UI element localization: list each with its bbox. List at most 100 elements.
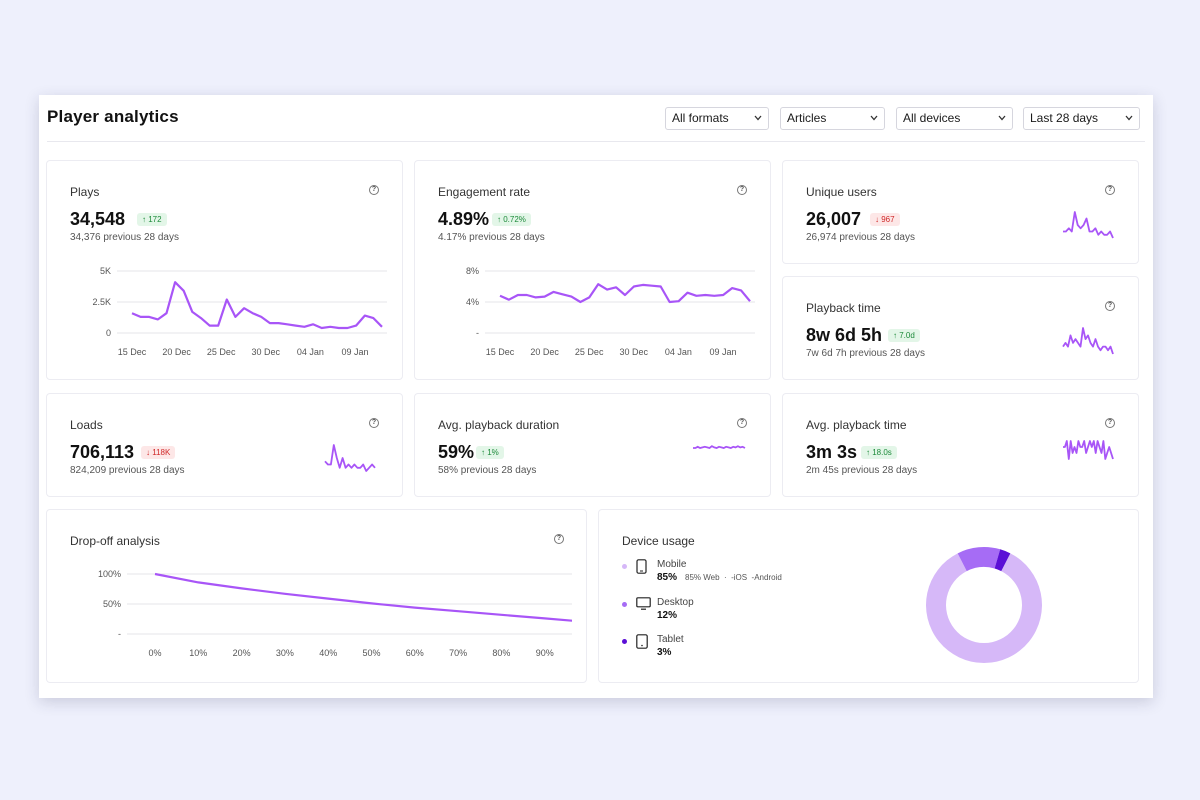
- device-name: Desktop: [657, 597, 694, 608]
- plays-value: 34,548: [70, 209, 126, 229]
- loads-card: Loads ? 706,113 ↓ 118K 824,209 previous …: [46, 393, 403, 497]
- y-tick-label: 4%: [466, 297, 479, 307]
- device-row-desktop: Desktop 12%: [622, 597, 742, 625]
- legend-dot: [622, 564, 627, 569]
- x-tick-label: 70%: [449, 648, 467, 658]
- x-tick-label: 80%: [492, 648, 510, 658]
- x-tick-label: 10%: [189, 648, 207, 658]
- device-name: Mobile: [657, 559, 687, 570]
- unique-users-sparkline: [1063, 211, 1114, 239]
- plays-card: Plays ? 34,548 ↑ 172 34,376 previous 28 …: [46, 160, 403, 380]
- help-icon[interactable]: ?: [369, 185, 379, 195]
- x-tick-label: 04 Jan: [665, 347, 692, 357]
- avg-duration-delta-badge: ↑ 1%: [476, 446, 504, 459]
- avg-time-delta-badge: ↑ 18.0s: [861, 446, 897, 459]
- device-filter-dropdown[interactable]: All devices: [896, 107, 1013, 130]
- date-range-value: Last 28 days: [1030, 111, 1099, 125]
- device-percent: 85%: [657, 572, 678, 583]
- x-tick-label: 15 Dec: [486, 347, 515, 357]
- x-tick-label: 30%: [276, 648, 294, 658]
- device-usage-card: Device usage Mobile 85% 85% Web · -iOS -…: [598, 509, 1139, 683]
- format-filter-dropdown[interactable]: All formats: [665, 107, 769, 130]
- loads-delta-badge: ↓ 118K: [141, 446, 176, 459]
- engagement-value: 4.89%: [438, 209, 490, 229]
- player-analytics-panel: Player analytics All formats Articles Al…: [39, 95, 1153, 698]
- unique-users-previous: 26,974 previous 28 days: [806, 232, 915, 243]
- engagement-line-chart: 8% 4% -15 Dec 20 Dec 25 Dec 30 Dec 04 Jan 09 Ja…: [466, 266, 755, 357]
- page-title: Player analytics: [47, 107, 179, 126]
- avg-playback-time-card: Avg. playback time ? 3m 3s ↑ 18.0s 2m 45…: [782, 393, 1139, 497]
- x-tick-label: 25 Dec: [575, 347, 604, 357]
- engagement-label: Engagement rate: [438, 185, 531, 199]
- dropoff-line-chart: 100%50%-0%10%20%30%40%50%60%70%80%90%100…: [98, 569, 572, 658]
- help-icon[interactable]: ?: [1105, 301, 1115, 311]
- content-type-filter-dropdown[interactable]: Articles: [780, 107, 885, 130]
- help-icon[interactable]: ?: [737, 418, 747, 428]
- help-icon[interactable]: ?: [554, 534, 564, 544]
- device-row-mobile: Mobile 85% 85% Web · -iOS -Android: [622, 559, 862, 587]
- x-tick-label: 0%: [148, 648, 161, 658]
- device-filter-value: All devices: [903, 111, 961, 125]
- playback-time-value: 8w 6d 5h: [806, 325, 883, 345]
- playback-time-delta-badge: ↑ 7.0d: [888, 329, 920, 342]
- mobile-icon: [636, 559, 647, 574]
- help-icon[interactable]: ?: [369, 418, 379, 428]
- engagement-previous: 4.17% previous 28 days: [438, 232, 545, 243]
- y-tick-label: -: [118, 629, 121, 639]
- x-tick-label: 20%: [233, 648, 251, 658]
- playback-time-card: Playback time ? 8w 6d 5h ↑ 7.0d 7w 6d 7h…: [782, 276, 1139, 380]
- x-tick-label: 50%: [362, 648, 380, 658]
- series-line: [131, 281, 383, 330]
- unique-users-delta-badge: ↓ 967: [870, 213, 900, 226]
- y-tick-label: 100%: [98, 569, 121, 579]
- engagement-delta-badge: ↑ 0.72%: [492, 213, 531, 226]
- avg-duration-sparkline: [693, 445, 746, 449]
- unique-users-card: Unique users ? 26,007 ↓ 967 26,974 previ…: [782, 160, 1139, 264]
- unique-users-label: Unique users: [806, 185, 877, 199]
- device-percent: 12%: [657, 610, 678, 621]
- avg-time-previous: 2m 45s previous 28 days: [806, 465, 918, 476]
- chevron-down-icon: [870, 115, 878, 121]
- loads-sparkline: [324, 444, 376, 472]
- x-tick-label: 20 Dec: [162, 347, 191, 357]
- chevron-down-icon: [754, 115, 762, 121]
- x-tick-label: 30 Dec: [620, 347, 649, 357]
- sparkline-path: [1063, 211, 1114, 239]
- tablet-icon: [636, 634, 648, 649]
- loads-previous: 824,209 previous 28 days: [70, 465, 185, 476]
- device-breakdown: 85% Web · -iOS -Android: [685, 573, 782, 582]
- playback-time-sparkline: [1062, 327, 1114, 355]
- x-tick-label: 04 Jan: [297, 347, 324, 357]
- x-tick-label: 15 Dec: [118, 347, 147, 357]
- loads-label: Loads: [70, 418, 103, 432]
- x-tick-label: 09 Jan: [341, 347, 368, 357]
- avg-playback-duration-card: Avg. playback duration ? 59% ↑ 1% 58% pr…: [414, 393, 771, 497]
- help-icon[interactable]: ?: [1105, 418, 1115, 428]
- loads-value: 706,113: [70, 442, 135, 462]
- device-row-tablet: Tablet 3%: [622, 634, 742, 662]
- donut-slice-tablet: [994, 549, 1011, 572]
- legend-dot: [622, 602, 627, 607]
- content-type-filter-value: Articles: [787, 111, 827, 125]
- x-tick-label: 20 Dec: [530, 347, 559, 357]
- plays-line-chart: 5K 2.5K 0 15 Dec 20 Dec 25 Dec 30 Dec 04 Jan 09 …: [92, 266, 387, 357]
- plays-label: Plays: [70, 185, 100, 199]
- avg-time-sparkline: [1063, 440, 1114, 460]
- sparkline-path: [693, 445, 746, 449]
- help-icon[interactable]: ?: [1105, 185, 1115, 195]
- avg-duration-value: 59%: [438, 442, 475, 462]
- x-tick-label: 90%: [536, 648, 554, 658]
- y-tick-label: 2.5K: [92, 297, 111, 307]
- engagement-rate-card: Engagement rate ? 4.89% ↑ 0.72% 4.17% pr…: [414, 160, 771, 380]
- help-icon[interactable]: ?: [737, 185, 747, 195]
- unique-users-value: 26,007: [806, 209, 862, 229]
- donut-slice-desktop: [957, 547, 1001, 572]
- sparkline-path: [1063, 440, 1114, 460]
- date-range-dropdown[interactable]: Last 28 days: [1023, 107, 1140, 130]
- playback-time-previous: 7w 6d 7h previous 28 days: [806, 348, 925, 359]
- x-tick-label: 09 Jan: [709, 347, 736, 357]
- device-donut-chart: [926, 547, 1042, 663]
- avg-duration-previous: 58% previous 28 days: [438, 465, 537, 476]
- device-usage-label: Device usage: [622, 534, 695, 548]
- series-line: [499, 283, 751, 304]
